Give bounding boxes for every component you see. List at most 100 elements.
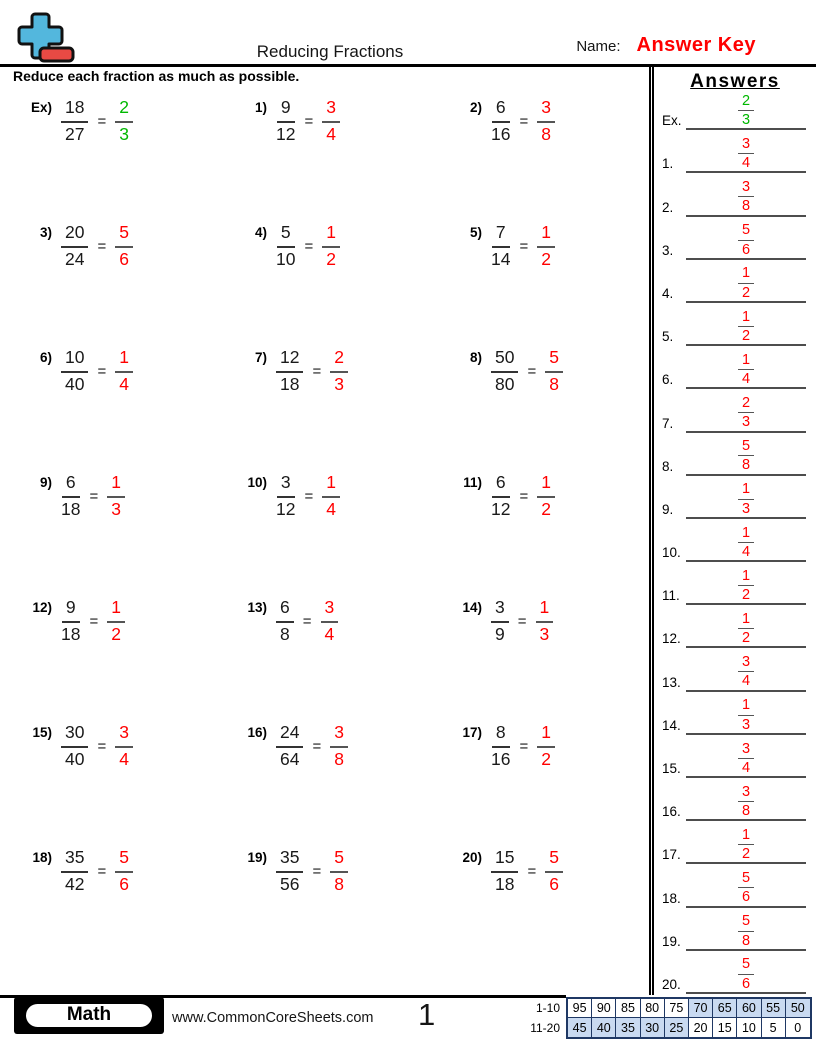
fraction-denominator: 56 <box>280 873 300 894</box>
answer-number-label: 8. <box>662 458 674 474</box>
score-cell: 50 <box>785 999 810 1018</box>
answer-numerator: 1 <box>737 352 755 371</box>
fraction-denominator: 12 <box>276 498 296 519</box>
answer-number-label: 17. <box>662 847 681 863</box>
answer-denominator: 4 <box>741 371 751 388</box>
problem-number-label: 5) <box>469 225 482 240</box>
fraction-denominator: 8 <box>280 623 290 644</box>
answer-denominator: 4 <box>741 673 751 690</box>
answer-denominator: 3 <box>334 373 344 394</box>
answer-numerator: 1 <box>737 827 755 846</box>
fraction-denominator: 64 <box>280 748 300 769</box>
page-title: Reducing Fractions <box>256 42 404 61</box>
fraction-denominator: 42 <box>65 873 85 894</box>
answer-denominator: 8 <box>334 748 344 769</box>
answer-numerator: 1 <box>537 722 555 748</box>
problem-fraction: 18 27 <box>61 97 89 146</box>
problem-number-label: 14) <box>462 600 482 615</box>
answer-number-label: 1. <box>662 156 674 172</box>
answer-numerator: 1 <box>737 568 755 587</box>
score-cell: 10 <box>737 1018 762 1037</box>
equals-sign: = <box>304 112 314 130</box>
answer-numerator: 5 <box>545 347 563 373</box>
answer-numerator: 1 <box>322 472 340 498</box>
answer-numerator: 5 <box>115 847 133 873</box>
answer-numerator: 1 <box>737 611 755 630</box>
problem-number-label: 8) <box>469 350 482 365</box>
fraction-numerator: 6 <box>61 472 80 498</box>
problem-fraction: 15 18 <box>491 847 519 896</box>
answer-number-label: 19. <box>662 933 681 949</box>
answer-denominator: 8 <box>741 198 751 215</box>
problem-fraction: 6 12 <box>491 472 510 521</box>
answer-denominator: 2 <box>326 248 336 269</box>
fraction-numerator: 18 <box>61 97 89 123</box>
answer-numerator: 5 <box>737 956 755 975</box>
problem-number-label: 17) <box>462 725 482 740</box>
answer-denominator: 8 <box>741 457 751 474</box>
answer-numerator: 1 <box>737 481 755 500</box>
answer-denominator: 4 <box>324 623 335 644</box>
problem-fraction: 9 12 <box>276 97 295 146</box>
fraction-numerator: 3 <box>276 472 295 498</box>
answers-title: Answers <box>690 71 780 92</box>
answer-numerator: 5 <box>737 870 755 889</box>
answer-denominator: 4 <box>741 759 751 776</box>
answer-number-label: 7. <box>662 415 674 431</box>
instruction-text: Reduce each fraction as much as possible… <box>13 68 300 84</box>
answer-denominator: 2 <box>111 623 121 644</box>
answer-numerator: 3 <box>330 722 348 748</box>
answer-denominator: 4 <box>119 373 129 394</box>
problem-fraction: 3 12 <box>276 472 295 521</box>
answer-number-label: 5. <box>662 329 674 345</box>
answer-denominator: 2 <box>741 284 751 301</box>
fraction-denominator: 14 <box>491 248 511 269</box>
answer-number-label: 16. <box>662 804 681 820</box>
equals-sign: = <box>304 237 314 255</box>
equals-sign: = <box>89 612 99 630</box>
answer-numerator: 1 <box>107 597 125 623</box>
subject-label: Math <box>24 1002 154 1029</box>
answer-denominator: 4 <box>326 498 336 519</box>
problem-number-label: 15) <box>32 725 52 740</box>
problem-fraction: 8 16 <box>491 722 510 771</box>
problem-fraction: 24 64 <box>276 722 304 771</box>
fraction-numerator: 50 <box>491 347 519 373</box>
answer-denominator: 2 <box>541 248 551 269</box>
